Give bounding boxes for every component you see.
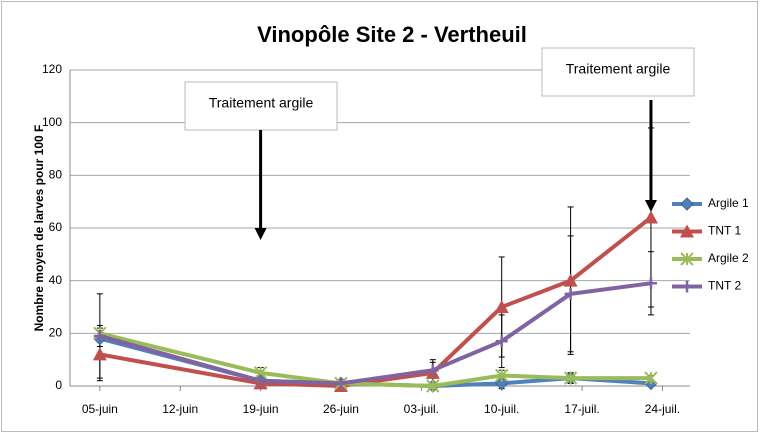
marker — [494, 368, 509, 383]
x-tick-label: 10-juil. — [484, 402, 519, 416]
marker — [494, 376, 509, 391]
y-tick-label: 80 — [49, 168, 63, 182]
marker — [426, 364, 439, 377]
x-tick-label: 12-juin — [162, 402, 198, 416]
x-tick-label: 05-juin — [82, 402, 118, 416]
marker — [644, 371, 658, 385]
marker — [92, 347, 107, 361]
y-tick-label: 60 — [49, 220, 63, 234]
annotation-box — [184, 81, 338, 131]
arrow-head — [254, 228, 267, 240]
y-tick-label: 100 — [42, 115, 62, 129]
marker — [254, 374, 267, 387]
marker — [93, 329, 106, 342]
legend-marker — [681, 280, 693, 293]
marker — [680, 252, 694, 266]
legend-label: TNT 2 — [708, 279, 741, 293]
marker — [334, 377, 347, 390]
legend-marker — [680, 224, 694, 238]
legend-marker — [680, 197, 694, 211]
annotation-text: Traitement argile — [209, 95, 314, 111]
y-axis-label: Nombre moyen de larves pour 100 F — [32, 125, 46, 332]
legend-label: Argile 2 — [708, 251, 749, 265]
marker — [426, 379, 440, 393]
arrow-head — [644, 200, 657, 212]
marker — [643, 210, 658, 224]
y-tick-label: 120 — [42, 62, 62, 76]
marker — [563, 273, 578, 287]
y-tick-label: 0 — [55, 378, 62, 392]
annotation-text: Traitement argile — [566, 61, 671, 77]
marker — [680, 224, 694, 238]
marker — [563, 371, 578, 385]
legend-label: Argile 1 — [708, 196, 749, 210]
x-tick-label: 19-juin — [243, 402, 279, 416]
legend-label: TNT 1 — [708, 224, 741, 238]
marker — [495, 335, 508, 348]
y-tick-label: 20 — [49, 326, 63, 340]
marker — [494, 300, 509, 313]
x-tick-label: 17-juil. — [564, 402, 599, 416]
x-tick-label: 26-juin — [323, 402, 359, 416]
legend-marker — [680, 252, 694, 266]
y-tick-label: 40 — [49, 273, 63, 287]
x-tick-label: 03-juil. — [404, 402, 439, 416]
marker — [680, 197, 694, 211]
marker — [564, 287, 577, 300]
chart-title: Vinopôle Site 2 - Vertheuil — [257, 22, 527, 47]
marker — [644, 277, 657, 290]
annotation-box — [541, 47, 695, 97]
marker — [681, 280, 693, 293]
x-tick-label: 24-juil. — [645, 402, 680, 416]
